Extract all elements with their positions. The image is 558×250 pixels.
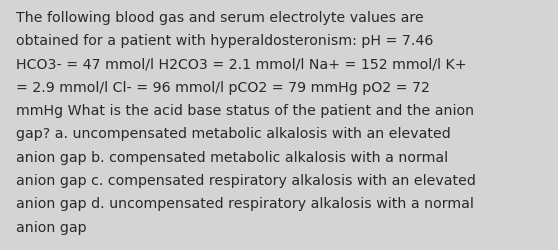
Text: mmHg What is the acid base status of the patient and the anion: mmHg What is the acid base status of the…: [16, 104, 474, 118]
Text: anion gap: anion gap: [16, 220, 86, 234]
Text: anion gap b. compensated metabolic alkalosis with a normal: anion gap b. compensated metabolic alkal…: [16, 150, 448, 164]
Text: anion gap d. uncompensated respiratory alkalosis with a normal: anion gap d. uncompensated respiratory a…: [16, 196, 474, 210]
Text: = 2.9 mmol/l Cl- = 96 mmol/l pCO2 = 79 mmHg pO2 = 72: = 2.9 mmol/l Cl- = 96 mmol/l pCO2 = 79 m…: [16, 80, 430, 94]
Text: The following blood gas and serum electrolyte values are: The following blood gas and serum electr…: [16, 10, 424, 24]
Text: gap? a. uncompensated metabolic alkalosis with an elevated: gap? a. uncompensated metabolic alkalosi…: [16, 127, 450, 141]
Text: anion gap c. compensated respiratory alkalosis with an elevated: anion gap c. compensated respiratory alk…: [16, 173, 475, 187]
Text: obtained for a patient with hyperaldosteronism: pH = 7.46: obtained for a patient with hyperaldoste…: [16, 34, 433, 48]
Text: HCO3- = 47 mmol/l H2CO3 = 2.1 mmol/l Na+ = 152 mmol/l K+: HCO3- = 47 mmol/l H2CO3 = 2.1 mmol/l Na+…: [16, 57, 466, 71]
